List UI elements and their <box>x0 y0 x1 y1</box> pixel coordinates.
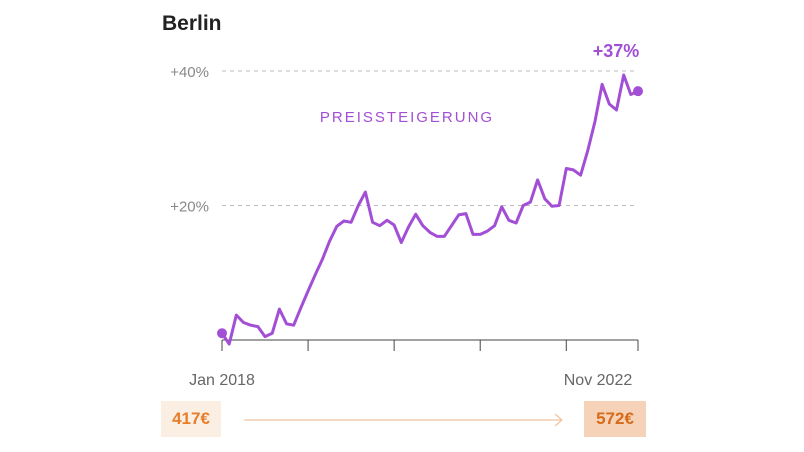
x-axis: Jan 2018 Nov 2022 <box>189 339 639 389</box>
start-price-badge: 417€ <box>161 401 221 437</box>
end-point <box>633 86 643 97</box>
series-line <box>220 73 640 346</box>
gridlines <box>222 70 638 206</box>
x-tick-label: Nov 2022 <box>564 372 633 389</box>
y-tick-labels: +40% +20% <box>170 64 209 216</box>
end-value-label: +37% <box>593 41 640 61</box>
chart-title: Berlin <box>162 12 222 35</box>
start-point <box>217 328 227 339</box>
x-tick-label: Jan 2018 <box>189 372 255 389</box>
end-price-badge: 572€ <box>584 401 646 437</box>
arrow-right-icon <box>244 413 563 427</box>
series-line-group <box>217 73 643 346</box>
y-tick-label: +40% <box>170 64 209 81</box>
chart-annotation: PREISSTEIGERUNG <box>320 109 494 126</box>
y-tick-label: +20% <box>170 199 209 216</box>
